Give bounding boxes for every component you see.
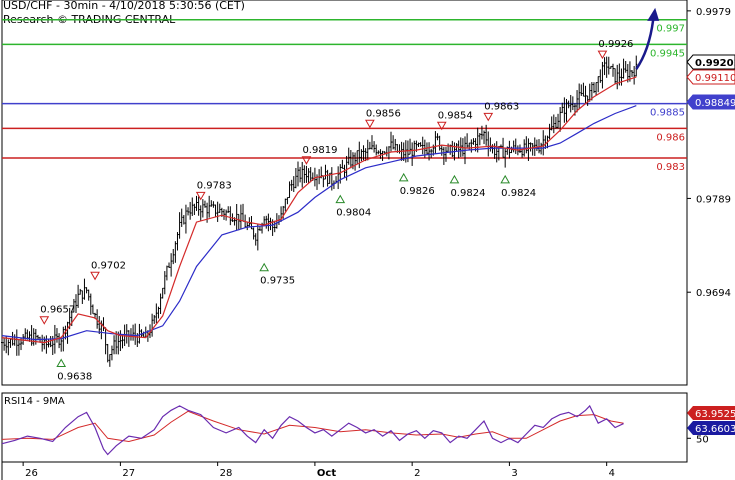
projection-arrow-head: [647, 7, 660, 21]
price-badge-label: 0.99202: [695, 58, 735, 69]
swing-low-marker: [398, 172, 409, 182]
swing-low-marker: [56, 358, 67, 367]
x-axis-label: 3: [511, 468, 517, 479]
rsi-title: RSI14 - 9MA: [4, 396, 65, 407]
swing-high-label: 0.9863: [484, 101, 519, 112]
swing-high-marker: [365, 119, 375, 129]
swing-low-label: 0.9826: [400, 186, 435, 197]
rsi-axis-label: 50: [696, 434, 709, 445]
swing-high-marker: [301, 156, 312, 165]
swing-high-marker: [195, 191, 206, 201]
x-axis-label: 2: [414, 468, 420, 479]
level-label-pivot: 0.9885: [650, 108, 685, 119]
swing-high-label: 0.9854: [438, 110, 473, 121]
level-label-target: 0.9945: [650, 48, 685, 59]
level-label-resistance: 0.986: [656, 132, 685, 143]
x-axis-label: 4: [609, 468, 615, 479]
swing-high-label: 0.9926: [598, 39, 633, 50]
swing-low-label: 0.9824: [501, 188, 536, 199]
price-axis-label: 0.9979: [696, 7, 731, 18]
swing-low-marker: [259, 262, 270, 272]
chart-title: USD/CHF - 30min - 4/10/2018 5:30:56 (CET…: [3, 0, 245, 12]
x-axis-label: 26: [25, 468, 38, 479]
level-label-resistance: 0.983: [656, 162, 685, 173]
price-axis-label: 0.9789: [696, 194, 731, 205]
swing-high-marker: [39, 316, 50, 325]
swing-high-marker: [436, 121, 447, 131]
projection-arrow-shaft: [635, 19, 655, 70]
swing-low-marker: [335, 194, 346, 204]
price-badge-red: [686, 69, 735, 85]
x-axis-label: 27: [122, 468, 135, 479]
level-label-target: 0.997: [656, 24, 685, 35]
rsi-ma-line: [1, 410, 624, 443]
price-axis-label: 0.9694: [696, 288, 731, 299]
price-badge-label: 0.99110: [695, 73, 735, 84]
swing-high-marker: [597, 50, 608, 60]
ma-fast-line: [1, 76, 637, 344]
swing-high-marker: [90, 271, 100, 281]
swing-high-label: 0.9657: [40, 305, 75, 316]
swing-low-marker: [449, 174, 460, 184]
swing-high-label: 0.9819: [302, 145, 337, 156]
swing-low-label: 0.9735: [260, 276, 295, 287]
price-badge-black: [686, 54, 735, 70]
x-axis-label: Oct: [317, 468, 336, 479]
x-axis-label: 28: [220, 468, 233, 479]
price-badge-blue: [686, 94, 735, 110]
swing-low-label: 0.9804: [336, 208, 371, 219]
swing-high-label: 0.9856: [366, 108, 401, 119]
ma-slow-line: [1, 105, 637, 341]
swing-high-marker: [483, 112, 494, 122]
rsi-badge-label: 63.6603: [695, 424, 735, 435]
price-badge-label: 0.98849: [695, 98, 735, 109]
swing-low-marker: [500, 174, 511, 184]
rsi-badge-red: [687, 406, 735, 420]
swing-high-label: 0.9702: [91, 260, 126, 271]
swing-low-label: 0.9824: [450, 188, 485, 199]
rsi-badge-label: 63.9525: [695, 409, 735, 420]
rsi-pane-frame: [1, 392, 688, 463]
main-pane-frame: [1, 0, 688, 386]
swing-low-label: 0.9638: [57, 371, 92, 382]
rsi-line: [1, 404, 624, 456]
rsi-badge-blue: [687, 421, 735, 435]
swing-high-label: 0.9783: [197, 180, 232, 191]
